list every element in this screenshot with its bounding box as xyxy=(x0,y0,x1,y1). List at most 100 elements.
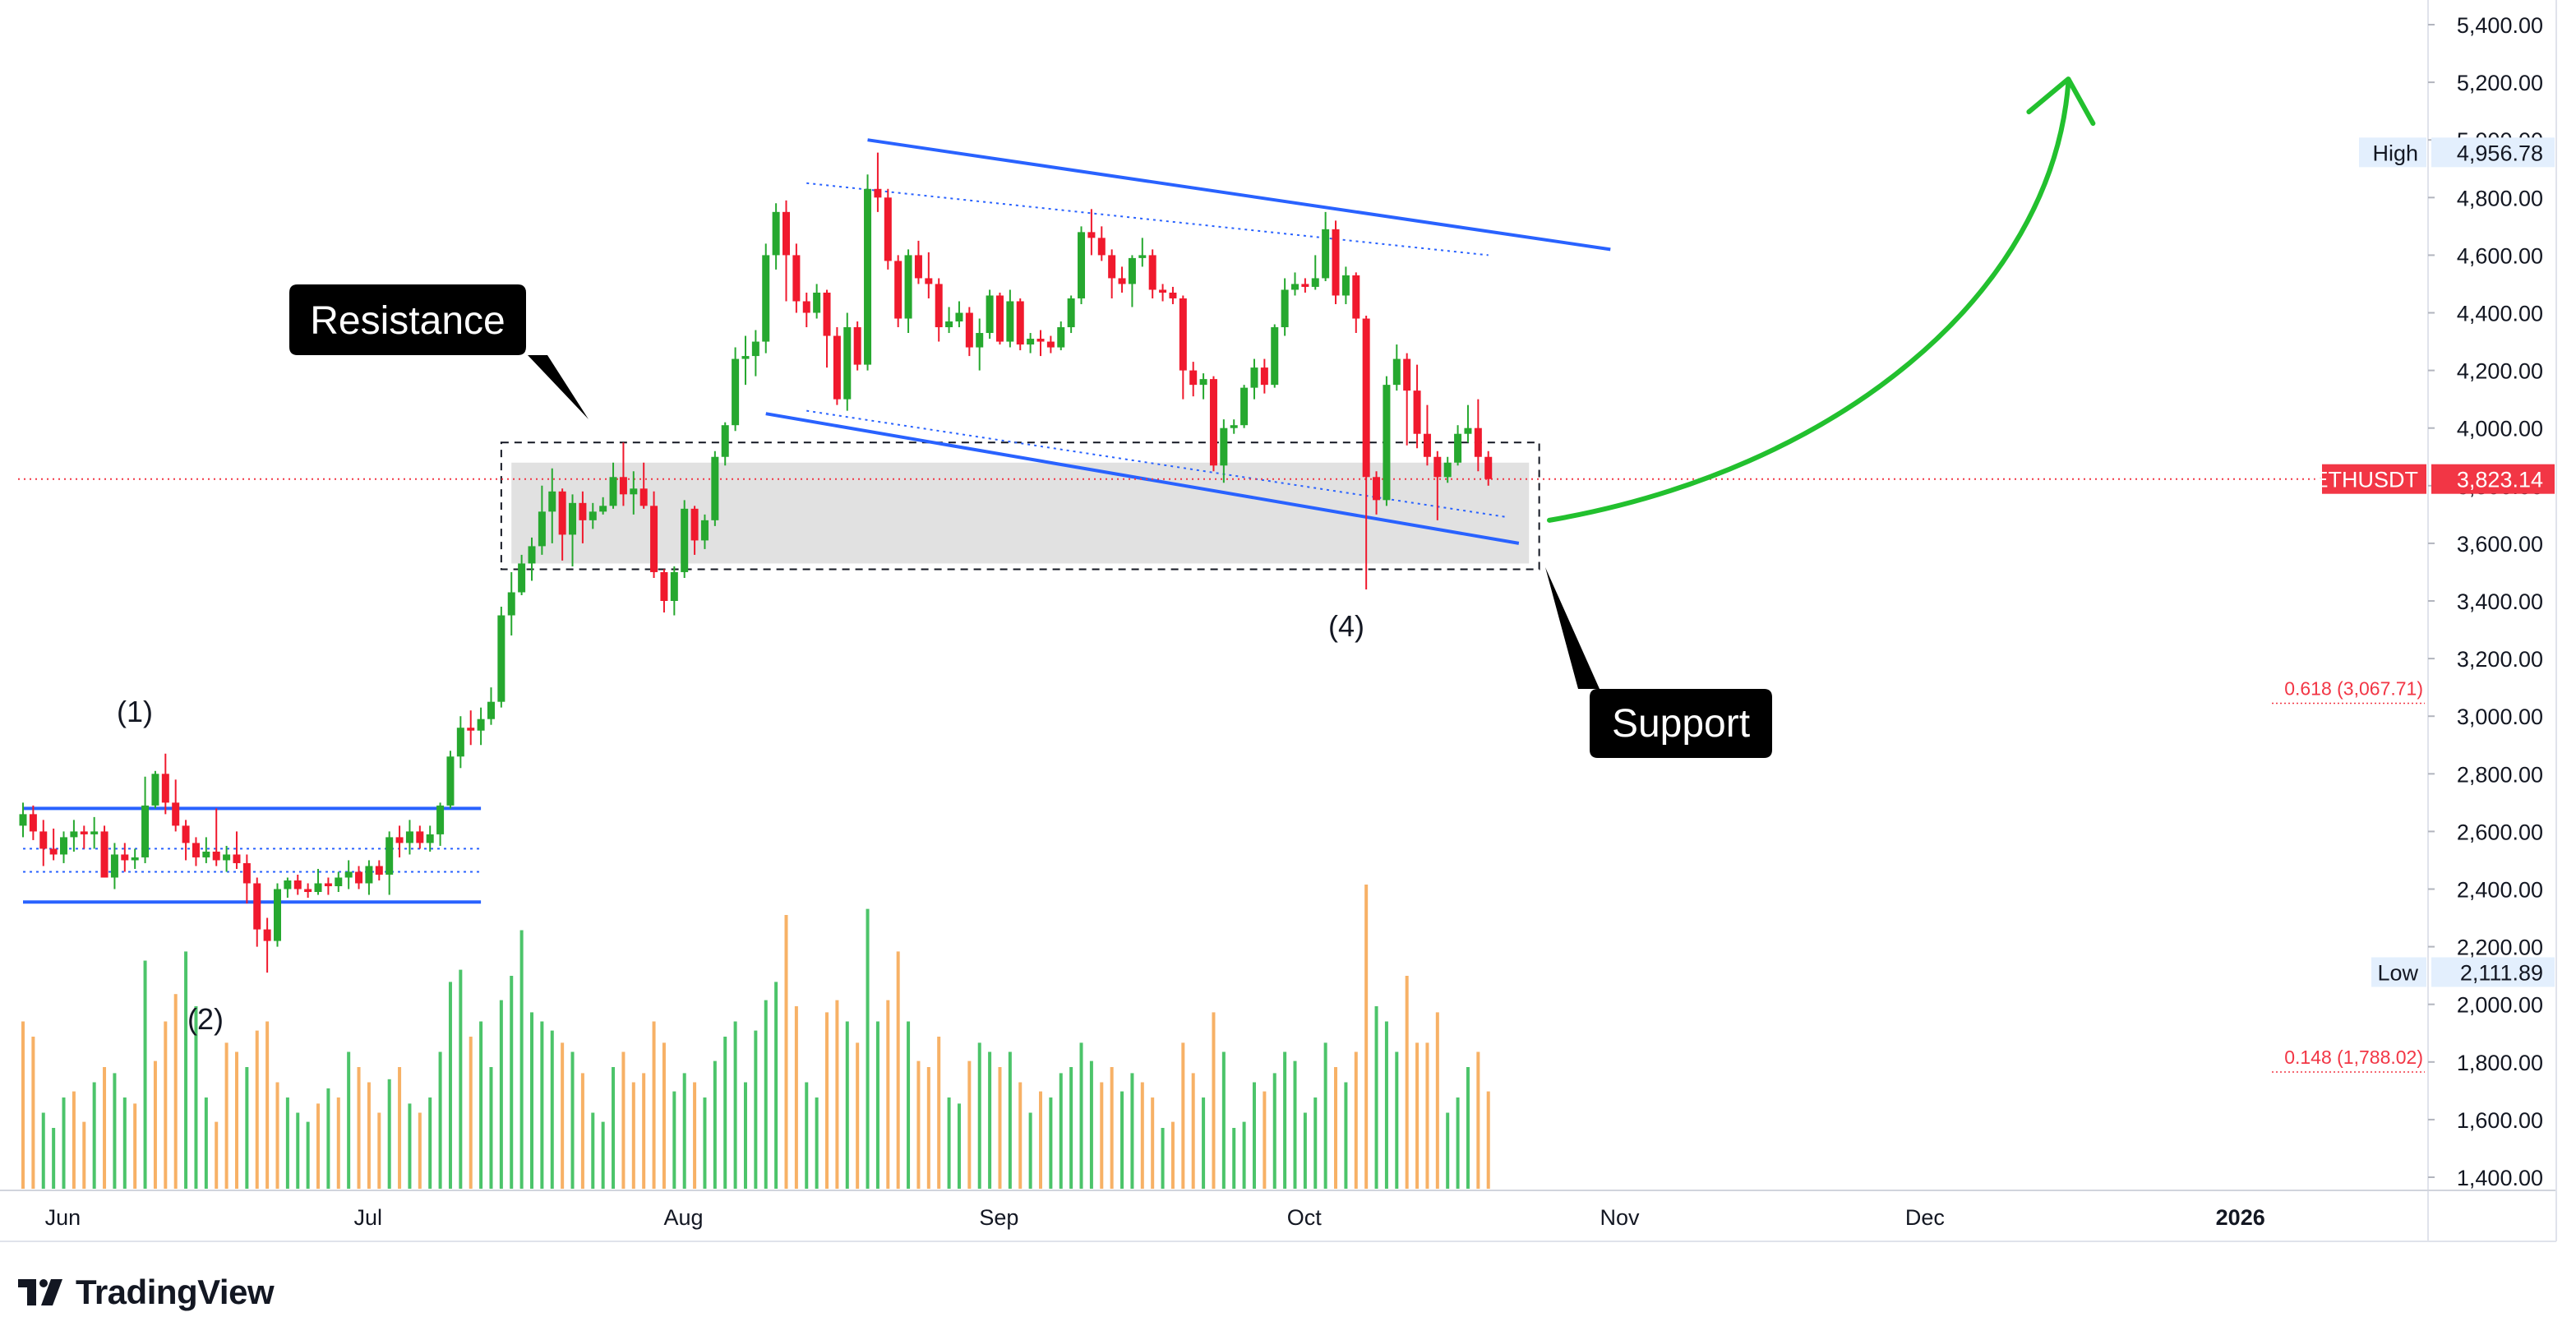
candle-up xyxy=(1230,425,1238,428)
volume-bar xyxy=(977,1042,981,1189)
lines-layer: 0.618 (3,067.71) 0.148 (1,788.02) xyxy=(18,76,2428,1073)
volume-bar xyxy=(499,1000,503,1189)
volume-bar xyxy=(713,1060,717,1189)
candle-up xyxy=(711,456,719,520)
tradingview-brand[interactable]: TradingView xyxy=(18,1269,275,1315)
volume-bar xyxy=(1242,1121,1246,1189)
volume-bar xyxy=(1110,1067,1114,1189)
volume-bar xyxy=(418,1112,422,1189)
candle-down xyxy=(823,292,831,336)
candle-down xyxy=(650,506,658,572)
candle-down xyxy=(925,278,933,284)
volume-bar xyxy=(1476,1051,1480,1189)
candle-down xyxy=(853,327,861,365)
volume-bar xyxy=(957,1103,961,1189)
channel-lower-mid xyxy=(806,409,1509,519)
volume-bar xyxy=(580,1073,584,1189)
high-badge: 4,956.78 High xyxy=(2359,137,2555,168)
volume-bar xyxy=(815,1097,819,1189)
volume-bar xyxy=(398,1067,402,1189)
candle-down xyxy=(1362,318,1370,478)
candle-up xyxy=(1291,284,1299,290)
volume-bar xyxy=(103,1067,107,1189)
volume-bar xyxy=(1151,1097,1155,1189)
y-tick-label: 3,000.00 xyxy=(2457,705,2543,729)
volume-bar xyxy=(224,1042,229,1189)
volume-bar xyxy=(1405,976,1409,1189)
volume-bar xyxy=(835,1000,839,1189)
volume-bar xyxy=(265,1021,270,1189)
volume-bar xyxy=(82,1121,86,1189)
candle-down xyxy=(242,862,251,884)
candle-up xyxy=(335,877,343,886)
projection-arrowhead xyxy=(2026,76,2096,127)
volume-bar xyxy=(255,1030,259,1189)
volume-bar xyxy=(510,976,514,1189)
x-tick-label: Nov xyxy=(1600,1205,1641,1230)
candle-up xyxy=(1067,298,1075,328)
candle-down xyxy=(639,488,648,506)
candle-up xyxy=(548,491,556,512)
fib-label: 0.618 (3,067.71) xyxy=(2284,677,2423,699)
candles-layer xyxy=(19,152,1493,973)
volume-bar xyxy=(1415,1042,1420,1189)
volume-bar xyxy=(652,1021,656,1189)
volume-bar xyxy=(1395,1051,1399,1189)
y-tick-label: 4,800.00 xyxy=(2457,186,2543,210)
candle-down xyxy=(1423,433,1431,457)
candle-up xyxy=(681,508,689,572)
resistance-label: Resistance xyxy=(310,299,505,343)
candle-down xyxy=(324,883,332,886)
wave-2-label: (2) xyxy=(187,1002,224,1036)
support-callout: Support xyxy=(1545,567,1772,758)
volume-bar xyxy=(347,1051,351,1189)
candle-down xyxy=(833,335,841,400)
volume-bar xyxy=(336,1097,340,1189)
bullish-projection-arrow xyxy=(1547,80,2071,523)
low-badge-value: 2,111.89 xyxy=(2460,960,2543,985)
candle-up xyxy=(1281,289,1289,328)
volume-bar xyxy=(1384,1021,1388,1189)
candle-down xyxy=(1036,339,1045,342)
volume-bar xyxy=(31,1037,35,1189)
volume-bar xyxy=(1456,1097,1460,1189)
candle-down xyxy=(304,889,312,893)
volume-bar xyxy=(1028,1112,1032,1189)
support-label: Support xyxy=(1612,702,1750,746)
volume-bar xyxy=(967,1060,972,1189)
low-badge-value-bg xyxy=(2431,957,2555,987)
candle-up xyxy=(843,327,852,400)
candle-up xyxy=(955,312,963,322)
volume-bar xyxy=(601,1121,605,1189)
volume-bar xyxy=(1130,1073,1134,1189)
volume-bar xyxy=(682,1073,686,1189)
candle-up xyxy=(670,571,678,601)
volume-bar xyxy=(316,1103,321,1189)
volume-bar xyxy=(377,1112,381,1189)
candle-up xyxy=(110,854,118,878)
candle-up xyxy=(141,805,150,857)
volume-bar xyxy=(1120,1091,1124,1189)
candle-up xyxy=(864,188,872,365)
volume-bar xyxy=(1202,1097,1206,1189)
candle-up xyxy=(1138,255,1147,258)
high-badge-value: 4,956.78 xyxy=(2457,141,2543,165)
volume-bar xyxy=(1313,1097,1318,1189)
volume-bar xyxy=(875,1021,879,1189)
volume-bar xyxy=(1212,1012,1216,1189)
volume-bar xyxy=(1263,1091,1267,1189)
candle-down xyxy=(293,880,302,889)
volume-bar xyxy=(561,1042,565,1189)
volume-bar xyxy=(41,1112,45,1189)
volume-bar xyxy=(1354,1051,1358,1189)
candle-up xyxy=(385,837,394,875)
candle-up xyxy=(721,425,729,457)
channel-upper-mid xyxy=(806,182,1489,256)
volume-bar xyxy=(1334,1067,1338,1189)
candle-up xyxy=(904,255,912,319)
candle-down xyxy=(1352,275,1360,319)
y-tick-label: 2,800.00 xyxy=(2457,762,2543,787)
volume-bar xyxy=(1161,1128,1165,1189)
volume-bar xyxy=(1446,1112,1450,1189)
